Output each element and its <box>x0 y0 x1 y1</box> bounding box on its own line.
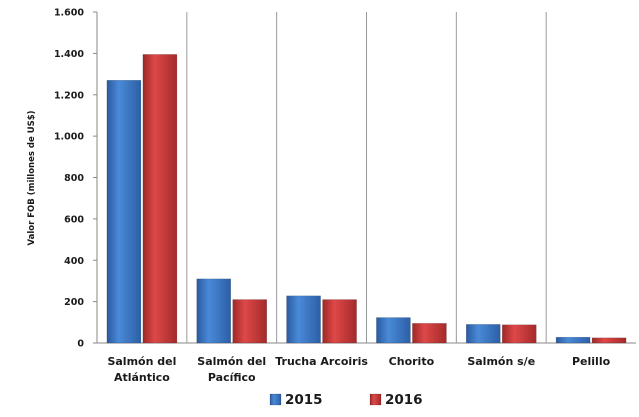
bar-2015-4 <box>466 324 501 344</box>
y-axis-title: Valor FOB (millones de US$) <box>27 110 37 245</box>
bar-2015-0 <box>106 80 142 344</box>
y-tick-label: 1.000 <box>54 132 84 143</box>
y-tick-label: 800 <box>64 173 84 184</box>
x-category-label: Salmón del Pacífico <box>197 355 266 384</box>
legend-label-2015: 2015 <box>285 392 323 408</box>
legend-swatch-2016 <box>369 393 382 406</box>
bar-2015-1 <box>196 278 231 344</box>
bar-2016-0 <box>142 54 178 344</box>
y-tick-label: 1.600 <box>54 8 84 19</box>
y-tick-label: 1.200 <box>54 90 84 101</box>
y-tick-label: 0 <box>77 339 84 350</box>
x-category-label: Pelillo <box>572 355 611 368</box>
y-tick-label: 200 <box>64 297 84 308</box>
legend-label-2016: 2016 <box>385 392 423 408</box>
bar-2015-3 <box>376 317 411 344</box>
legend-swatch-2015 <box>269 393 282 406</box>
bar-2016-3 <box>412 323 447 344</box>
bar-2016-2 <box>322 299 357 344</box>
bar-2015-2 <box>286 295 321 344</box>
bar-2016-5 <box>591 337 627 344</box>
bar-2015-5 <box>555 336 591 344</box>
x-category-label: Salmón del Atlántico <box>107 355 176 384</box>
bar-2016-4 <box>502 324 537 344</box>
y-tick-label: 400 <box>64 256 84 267</box>
bar-2016-1 <box>232 299 267 344</box>
y-tick-label: 1.400 <box>54 49 84 60</box>
y-tick-label: 600 <box>64 214 84 225</box>
x-category-label: Trucha Arcoiris <box>275 355 368 368</box>
x-category-label: Salmón s/e <box>467 355 535 368</box>
x-category-label: Chorito <box>389 355 435 368</box>
